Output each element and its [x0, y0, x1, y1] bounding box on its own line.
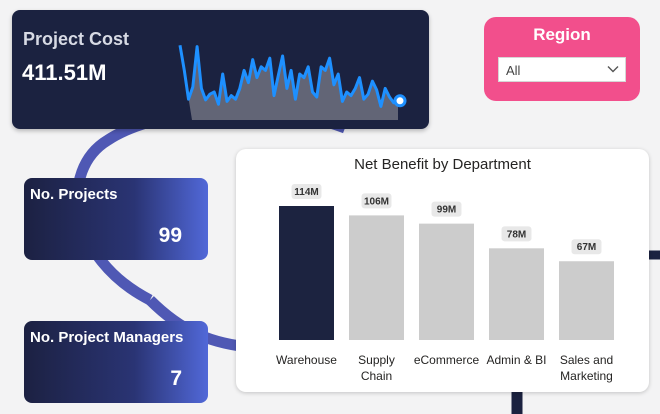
data-label-3: 78M — [507, 229, 526, 240]
projects-kpi-value: 99 — [158, 224, 182, 247]
bar-3[interactable] — [489, 248, 544, 340]
chart-title: Net Benefit by Department — [354, 156, 531, 173]
data-label-bg-1 — [361, 193, 392, 209]
project-cost-sparkline — [178, 44, 407, 121]
bar-2[interactable] — [419, 223, 474, 340]
bar-0[interactable] — [279, 206, 334, 340]
project-cost-card: Project Cost 411.51M — [12, 10, 429, 129]
project-cost-value: 411.51M — [22, 60, 107, 85]
data-label-bg-2 — [431, 201, 462, 217]
category-label-4: Sales and — [560, 353, 613, 367]
region-slicer: Region All — [484, 17, 640, 101]
category-label-0: Warehouse — [276, 353, 337, 367]
region-selected-value: All — [506, 63, 521, 78]
data-label-bg-3 — [501, 226, 532, 242]
projects-kpi-label: No. Projects — [30, 186, 118, 203]
net-benefit-chart-card: Net Benefit by Department 114M Warehouse 1… — [236, 149, 649, 392]
project-cost-label: Project Cost — [23, 29, 130, 49]
bar-1[interactable] — [349, 215, 404, 340]
data-label-0: 114M — [294, 187, 318, 198]
region-dropdown[interactable]: All — [498, 57, 626, 82]
category-label-1: Chain — [361, 369, 392, 383]
managers-kpi-card: No. Project Managers 7 — [24, 321, 208, 403]
managers-kpi-value: 7 — [170, 367, 182, 390]
managers-kpi-label: No. Project Managers — [30, 329, 184, 346]
bar-4[interactable] — [559, 261, 614, 340]
sparkline-line — [178, 44, 398, 108]
data-label-4: 67M — [577, 242, 596, 253]
chevron-down-icon — [607, 66, 619, 73]
sparkline-end-marker — [393, 94, 407, 108]
category-label-1: Supply — [358, 353, 395, 367]
region-label: Region — [533, 25, 591, 44]
data-label-1: 106M — [364, 196, 389, 207]
data-label-2: 99M — [437, 205, 456, 216]
category-label-3: Admin & BI — [486, 353, 546, 367]
data-label-bg-4 — [571, 239, 602, 255]
projects-kpi-card: No. Projects 99 — [24, 178, 208, 260]
net-benefit-bar-chart: 114M Warehouse 106M Supply Chain 99M eCommerce… — [276, 184, 614, 383]
category-label-2: eCommerce — [414, 353, 480, 367]
data-label-bg-0 — [291, 184, 322, 199]
category-label-4: Marketing — [560, 369, 613, 383]
